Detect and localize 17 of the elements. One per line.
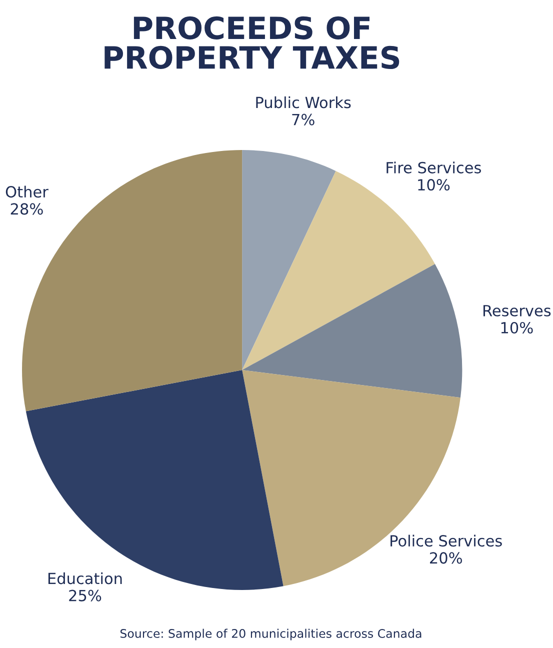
- data-label: 10%: [501, 322, 533, 334]
- pie-slice: [26, 370, 284, 590]
- pie-slice: [242, 264, 462, 398]
- slice-label: Fire Services: [386, 162, 481, 174]
- chart-title: PROCEEDS OF PROPERTY TAXES: [104, 16, 400, 70]
- slice-label: Public Works: [256, 96, 351, 108]
- slice-label: Education: [48, 572, 122, 584]
- data-label: 28%: [10, 203, 43, 215]
- slice-label: Reserves: [483, 305, 551, 316]
- data-label: 7%: [292, 114, 314, 126]
- slice-label: Other: [6, 186, 48, 198]
- pie-slice: [242, 150, 336, 370]
- data-label: 20%: [430, 552, 462, 564]
- slice-label: Police Services: [390, 534, 502, 547]
- data-label: 25%: [69, 590, 102, 602]
- data-label: 10%: [418, 178, 450, 191]
- source-note: Source: Sample of 20 municipalities across Canada: [120, 628, 422, 640]
